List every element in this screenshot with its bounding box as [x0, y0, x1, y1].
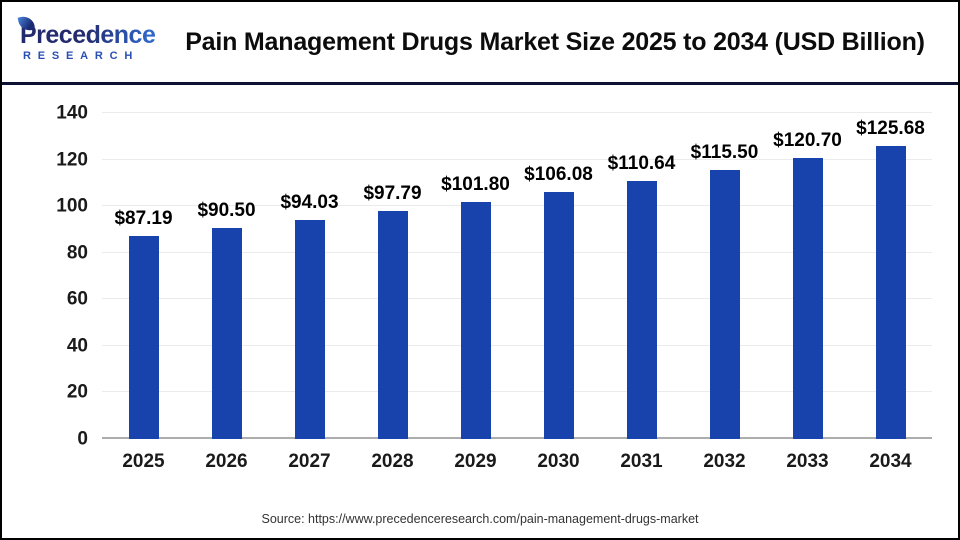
gridline	[102, 251, 932, 253]
bar-value-label: $101.80	[441, 173, 510, 195]
x-tick-label: 2034	[869, 451, 912, 472]
y-tick-label: 0	[77, 428, 88, 450]
chart-title: Pain Management Drugs Market Size 2025 t…	[185, 27, 925, 56]
x-tick-label: 2033	[786, 451, 829, 472]
x-tick-label: 2029	[454, 451, 497, 472]
bar-2028	[377, 211, 408, 439]
bar-2025	[128, 235, 159, 439]
bar-slot: $90.50	[185, 113, 268, 439]
bar-2033	[792, 157, 823, 439]
x-tick-label: 2028	[371, 451, 414, 472]
bar-slot: $87.19	[102, 113, 185, 439]
x-tick-label: 2031	[620, 451, 663, 472]
y-tick-label: 100	[56, 195, 88, 217]
bar-value-label: $115.50	[690, 142, 759, 164]
bar-value-label: $110.64	[607, 153, 676, 175]
logo-subtitle-text: RESEARCH	[23, 49, 140, 62]
logo-brand-text: Precedence	[20, 20, 156, 49]
y-tick-label: 140	[56, 102, 88, 124]
y-tick-label: 80	[66, 242, 88, 264]
gridline	[102, 391, 932, 393]
bar-slot: $110.64	[600, 113, 683, 439]
logo-wordmark: Precedence	[17, 14, 178, 49]
bar-2030	[543, 192, 574, 439]
bar-2032	[709, 170, 740, 439]
bar-value-label: $120.70	[773, 129, 842, 151]
gridline	[102, 112, 932, 113]
gridline	[102, 344, 932, 346]
bar-chart: $87.19 $90.50 $94.03 $97.79 $101.80 $106.08 $1…	[2, 85, 958, 536]
x-tick-label: 2026	[205, 451, 248, 472]
gridline	[102, 205, 932, 207]
gridline	[102, 158, 932, 160]
bar-value-label: $97.79	[363, 183, 422, 205]
bar-value-label: $90.50	[197, 200, 256, 222]
bar-slot: $115.50	[683, 113, 766, 439]
bar-2029	[460, 201, 491, 439]
y-tick-label: 40	[66, 335, 88, 357]
header-divider	[2, 82, 958, 85]
bar-value-label: $106.08	[524, 164, 593, 185]
x-tick-label: 2027	[288, 451, 331, 472]
bar-2034	[875, 146, 906, 439]
bar-slot: $106.08	[517, 113, 600, 439]
brand-logo: Precedence RESEARCH	[17, 14, 178, 62]
gridline	[102, 298, 932, 300]
bar-2027	[294, 220, 325, 439]
bar-slot: $101.80	[434, 113, 517, 439]
plot-area: $87.19 $90.50 $94.03 $97.79 $101.80 $106.08 $1…	[56, 104, 932, 449]
bar-value-label: $87.19	[114, 207, 173, 229]
bar-2026	[211, 228, 242, 439]
bar-slot: $97.79	[351, 113, 434, 439]
x-tick-label: 2032	[703, 451, 746, 472]
header: Precedence RESEARCH Pain Management Drug…	[2, 2, 958, 82]
source-text: Source: https://www.precedenceresearch.c…	[261, 512, 699, 526]
bar-slot: $120.70	[766, 113, 849, 439]
x-tick-label: 2030	[537, 451, 580, 472]
bar-slot: $125.68	[849, 113, 932, 439]
x-tick-label: 2025	[122, 451, 165, 472]
x-axis-labels: 2025 2026 2027 2028 2029 2030 2031 2032 2033 2034	[102, 451, 932, 473]
bar-slot: $94.03	[268, 113, 351, 439]
x-axis-line	[102, 437, 932, 439]
y-tick-label: 60	[66, 288, 88, 310]
bar-value-label: $94.03	[280, 192, 339, 214]
bar-2031	[626, 181, 657, 439]
y-tick-label: 20	[66, 381, 88, 403]
bars-layer: $87.19 $90.50 $94.03 $97.79 $101.80 $106.08 $1…	[102, 113, 932, 439]
bar-value-label: $125.68	[856, 118, 925, 140]
y-tick-label: 120	[56, 149, 88, 171]
